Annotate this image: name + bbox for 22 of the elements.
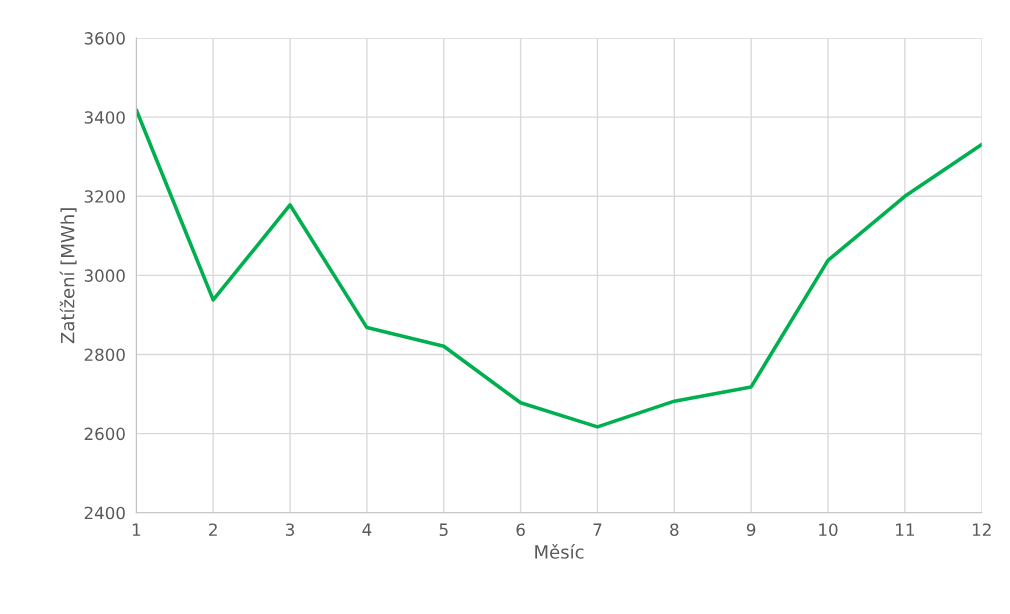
x-tick-label: 4 [362, 523, 372, 536]
x-axis-title: Měsíc [535, 544, 584, 559]
y-tick-label: 3200 [84, 190, 125, 203]
x-tick-label: 7 [593, 523, 602, 536]
x-tick-label: 10 [819, 523, 838, 537]
y-tick-label: 3400 [84, 111, 125, 124]
x-tick-label: 9 [746, 523, 756, 537]
y-tick-label: 2800 [84, 348, 125, 362]
y-tick-label: 3000 [84, 269, 125, 282]
y-axis-title: Zatížení [MWh] [59, 208, 77, 344]
x-tick-label: 11 [896, 523, 914, 536]
x-tick-label: 12 [972, 523, 991, 536]
y-tick-label: 3600 [84, 32, 125, 45]
x-tick-label: 2 [209, 523, 217, 536]
x-tick-label: 6 [516, 523, 525, 537]
x-tick-label: 5 [439, 523, 448, 537]
x-tick-label: 1 [132, 523, 141, 536]
x-tick-label: 3 [286, 523, 295, 537]
x-tick-label: 8 [670, 523, 679, 537]
y-tick-label: 2400 [84, 506, 125, 520]
y-tick-label: 2600 [84, 427, 125, 441]
line-series [136, 108, 982, 429]
